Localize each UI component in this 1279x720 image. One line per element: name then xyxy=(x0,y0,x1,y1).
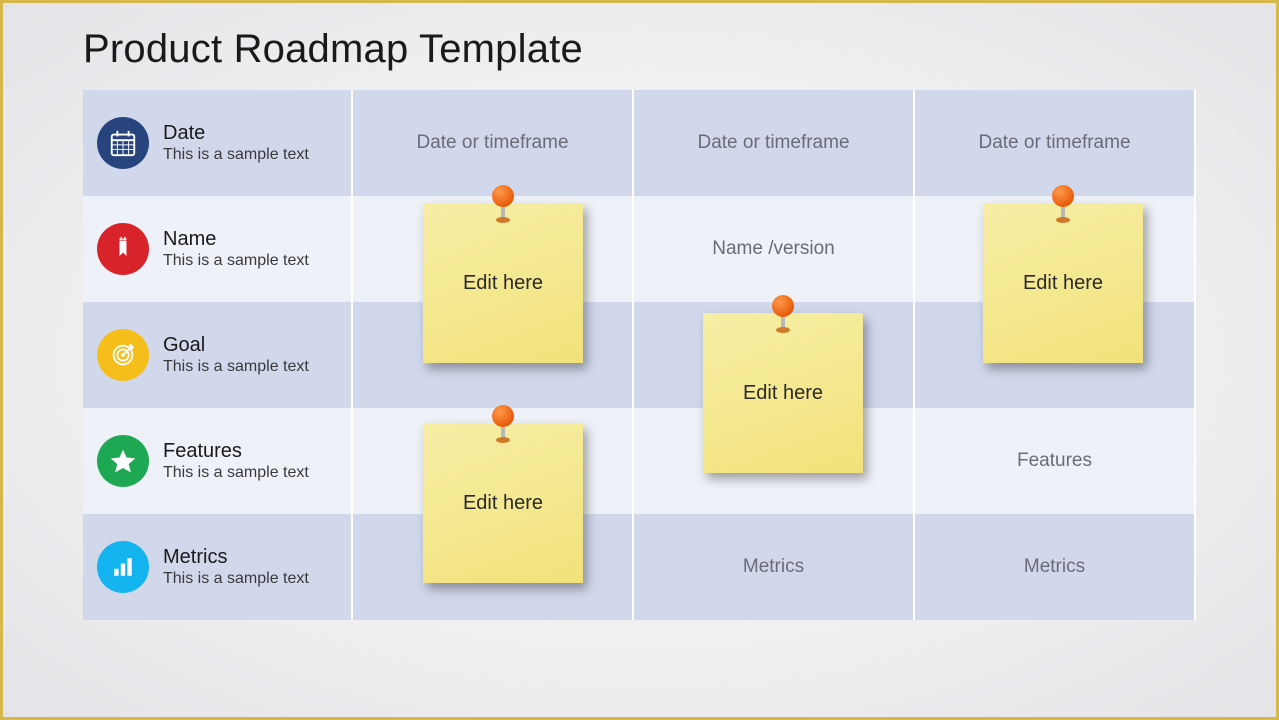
pushpin-icon xyxy=(770,295,796,331)
sticky-note-3[interactable]: Edit here xyxy=(703,313,863,473)
cell-date-2[interactable]: Date or timeframe xyxy=(634,90,915,196)
row-features-title: Features xyxy=(163,440,309,463)
row-metrics-label: Metrics This is a sample text xyxy=(83,514,353,620)
target-icon xyxy=(97,329,149,381)
pushpin-icon xyxy=(490,185,516,221)
sticky-note-text: Edit here xyxy=(463,272,543,295)
row-features-sub: This is a sample text xyxy=(163,463,309,483)
sticky-note-2[interactable]: Edit here xyxy=(983,203,1143,363)
row-metrics-sub: This is a sample text xyxy=(163,569,309,589)
row-date-sub: This is a sample text xyxy=(163,145,309,165)
cell-name-2[interactable]: Name /version xyxy=(634,196,915,302)
row-goal-label: Goal This is a sample text xyxy=(83,302,353,408)
row-name-sub: This is a sample text xyxy=(163,251,309,271)
cell-metrics-3[interactable]: Metrics xyxy=(915,514,1196,620)
sticky-note-1[interactable]: Edit here xyxy=(423,203,583,363)
cell-date-1[interactable]: Date or timeframe xyxy=(353,90,634,196)
sticky-note-text: Edit here xyxy=(1023,272,1103,295)
cell-date-3[interactable]: Date or timeframe xyxy=(915,90,1196,196)
row-metrics-title: Metrics xyxy=(163,546,309,569)
page-title: Product Roadmap Template xyxy=(83,27,1196,72)
sticky-note-text: Edit here xyxy=(463,492,543,515)
cell-features-3[interactable]: Features xyxy=(915,408,1196,514)
row-goal-title: Goal xyxy=(163,334,309,357)
row-date-title: Date xyxy=(163,122,309,145)
row-name-label: Name This is a sample text xyxy=(83,196,353,302)
pushpin-icon xyxy=(490,405,516,441)
tag-icon xyxy=(97,223,149,275)
row-name-title: Name xyxy=(163,228,309,251)
calendar-icon xyxy=(97,117,149,169)
row-features-label: Features This is a sample text xyxy=(83,408,353,514)
row-goal-sub: This is a sample text xyxy=(163,357,309,377)
sticky-note-text: Edit here xyxy=(743,382,823,405)
star-icon xyxy=(97,435,149,487)
row-date-label: Date This is a sample text xyxy=(83,90,353,196)
cell-metrics-2[interactable]: Metrics xyxy=(634,514,915,620)
pushpin-icon xyxy=(1050,185,1076,221)
sticky-note-4[interactable]: Edit here xyxy=(423,423,583,583)
bar-chart-icon xyxy=(97,541,149,593)
